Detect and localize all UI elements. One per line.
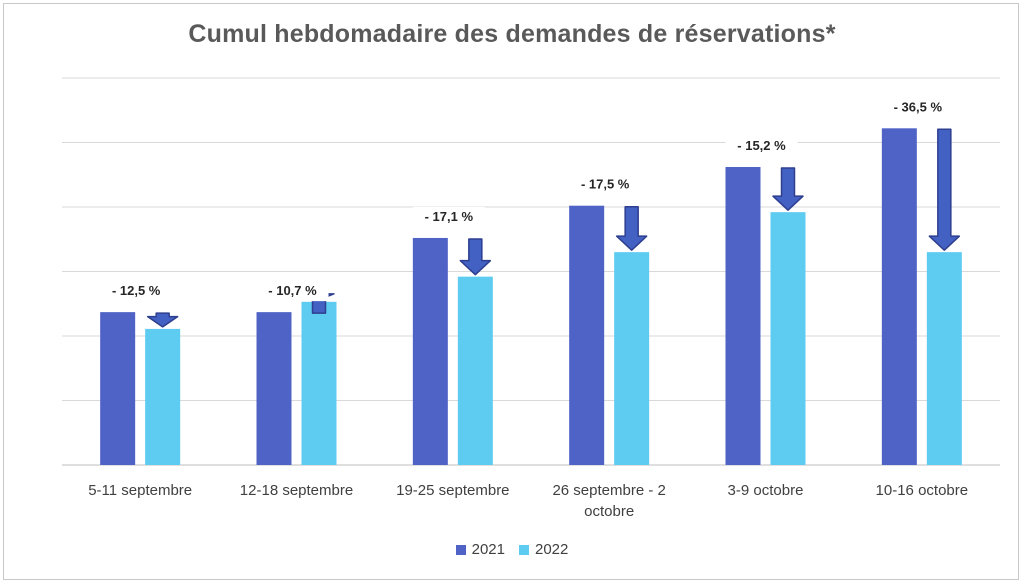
- change-annotation: - 10,7 %: [268, 283, 317, 298]
- bar-2022: [926, 252, 962, 465]
- annotation-background: [412, 206, 485, 227]
- legend-item-2022: 2022: [519, 541, 568, 558]
- annotation-background: [100, 281, 173, 302]
- bar-2022: [457, 276, 493, 465]
- chart-title: Cumul hebdomadaire des demandes de réser…: [188, 20, 836, 48]
- annotation-background: [725, 136, 798, 157]
- change-annotation: - 15,2 %: [737, 138, 786, 153]
- bar-2021: [881, 128, 917, 465]
- chart-frame: [3, 3, 1019, 580]
- change-annotation: - 12,5 %: [112, 283, 161, 298]
- change-annotation: - 36,5 %: [894, 99, 943, 114]
- annotation-background: [256, 281, 329, 302]
- annotation-background: [569, 174, 642, 195]
- x-tick-label: octobre: [584, 503, 634, 520]
- legend-label-2021: 2021: [471, 541, 505, 558]
- annotation-background: [881, 97, 954, 118]
- x-tick-label: 3-9 octobre: [728, 482, 804, 499]
- down-arrow-icon: [772, 167, 804, 211]
- change-annotation: - 17,5 %: [581, 177, 630, 192]
- down-arrow-icon: [615, 205, 648, 251]
- x-tick-label: 10-16 octobre: [876, 482, 969, 499]
- legend-swatch-2021: [455, 544, 466, 555]
- bar-2022: [614, 252, 650, 465]
- change-annotation: - 17,1 %: [425, 209, 474, 224]
- x-tick-label: 5-11 septembre: [88, 482, 192, 499]
- bar-2021: [569, 205, 605, 465]
- x-tick-label: 26 septembre - 2: [552, 482, 665, 499]
- chart-legend: 2021 2022: [0, 541, 1024, 558]
- down-arrow-icon: [146, 312, 179, 328]
- down-arrow-icon: [928, 128, 961, 251]
- bar-2022: [301, 301, 337, 465]
- bar-2021: [725, 167, 761, 465]
- x-tick-label: 19-25 septembre: [396, 482, 509, 499]
- bar-2021: [100, 312, 136, 465]
- legend-swatch-2022: [519, 544, 529, 555]
- legend-item-2021: 2021: [455, 541, 505, 558]
- bar-2022: [770, 212, 806, 465]
- legend-label-2022: 2022: [535, 541, 569, 558]
- bar-2021: [256, 312, 292, 465]
- x-tick-label: 12-18 septembre: [240, 482, 353, 499]
- down-arrow-icon: [459, 238, 492, 276]
- bar-2021: [412, 237, 448, 465]
- bar-2022: [145, 328, 181, 465]
